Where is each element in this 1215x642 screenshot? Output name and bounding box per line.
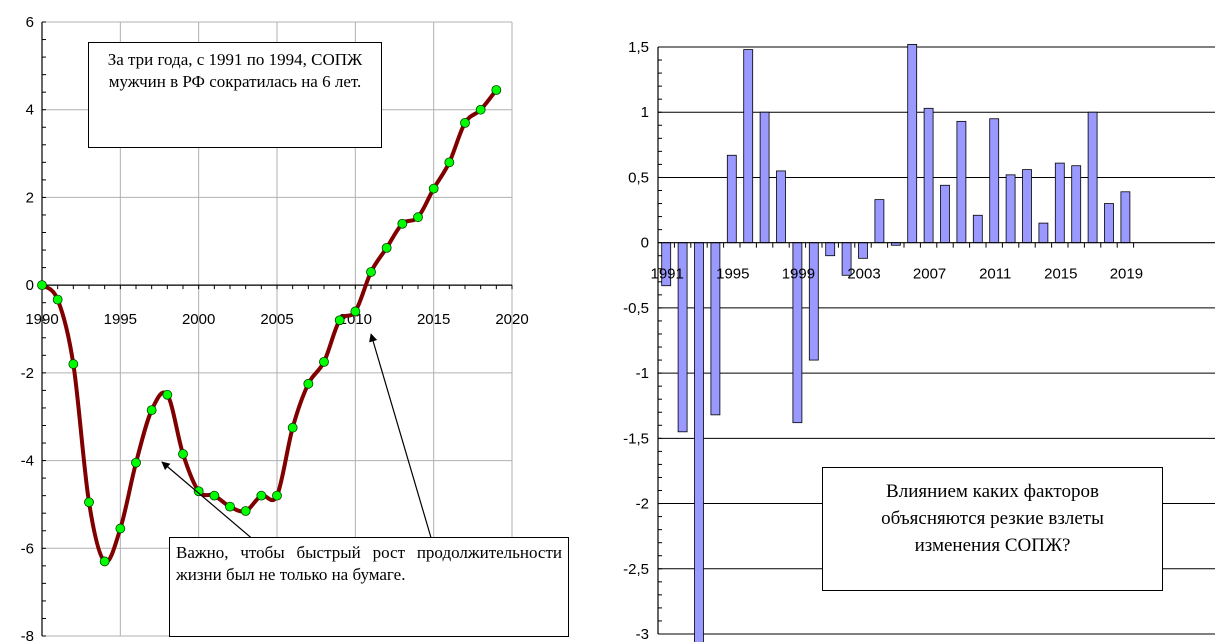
data-point xyxy=(334,315,345,326)
y-tick-label: 1,5 xyxy=(628,39,649,56)
data-point xyxy=(115,523,126,534)
bar xyxy=(726,154,737,244)
data-point xyxy=(428,183,439,194)
data-point xyxy=(209,490,220,501)
y-tick-label: 0 xyxy=(26,277,34,294)
data-point xyxy=(225,501,235,512)
data-point xyxy=(146,405,157,416)
data-point xyxy=(99,556,110,567)
data-point xyxy=(444,157,455,168)
arrow-to-1996 xyxy=(161,461,256,542)
data-point xyxy=(460,117,470,128)
y-tick-label: -2,5 xyxy=(623,561,649,578)
data-point xyxy=(287,422,298,433)
bar xyxy=(956,120,967,244)
bar xyxy=(776,170,786,244)
bar xyxy=(1087,111,1098,244)
bar xyxy=(1038,222,1049,244)
y-tick-label: 0,5 xyxy=(628,169,649,186)
x-tick-label: 1990 xyxy=(25,311,58,328)
bar xyxy=(1120,191,1131,244)
bar xyxy=(759,111,770,244)
data-point xyxy=(475,104,486,115)
x-tick-label: 2007 xyxy=(913,266,946,283)
y-tick-label: -6 xyxy=(21,540,34,557)
bar xyxy=(1071,165,1082,244)
bar xyxy=(907,43,918,244)
x-tick-label: 2015 xyxy=(1044,266,1077,283)
bar xyxy=(694,242,704,642)
y-tick-label: -1 xyxy=(636,365,649,382)
data-point xyxy=(37,280,47,291)
data-point xyxy=(52,294,63,305)
bar xyxy=(825,242,836,257)
data-point xyxy=(350,306,361,317)
y-tick-label: -0,5 xyxy=(623,300,649,317)
bar xyxy=(940,184,950,244)
bar xyxy=(989,118,1000,244)
x-tick-label: 2019 xyxy=(1110,266,1143,283)
data-point xyxy=(240,506,251,516)
bar xyxy=(1005,174,1016,244)
bar xyxy=(743,49,754,244)
data-point xyxy=(162,389,173,400)
y-tick-label: -2 xyxy=(636,496,649,513)
bar xyxy=(972,214,983,244)
bar xyxy=(1022,169,1032,244)
bar xyxy=(1054,162,1065,244)
x-tick-label: 1999 xyxy=(782,266,815,283)
x-tick-label: 2011 xyxy=(979,266,1011,283)
data-point xyxy=(319,356,329,367)
x-tick-label: 2000 xyxy=(182,311,215,328)
bar xyxy=(858,242,868,259)
annotation-right-box: Влиянием каких факторов объясняются резк… xyxy=(822,467,1163,591)
x-tick-label: 2003 xyxy=(847,266,880,283)
y-tick-label: 4 xyxy=(26,102,34,119)
bar xyxy=(874,199,885,244)
x-tick-label: 1991 xyxy=(651,266,684,283)
data-point xyxy=(131,457,141,468)
data-point xyxy=(397,218,408,229)
data-point xyxy=(413,212,423,223)
x-tick-label: 2015 xyxy=(417,311,450,328)
arrow-to-2011 xyxy=(369,333,433,542)
y-tick-label: 2 xyxy=(26,189,34,206)
x-tick-label: 2020 xyxy=(495,311,528,328)
data-point xyxy=(193,486,204,497)
annotation-top-box: За три года, с 1991 по 1994, СОПЖ мужчин… xyxy=(88,42,382,148)
y-tick-label: -3 xyxy=(636,626,649,642)
data-point xyxy=(84,497,94,508)
y-tick-label: 6 xyxy=(26,14,34,31)
y-tick-label: -4 xyxy=(21,453,34,470)
bar xyxy=(808,242,819,361)
data-point xyxy=(178,449,188,459)
data-point xyxy=(68,359,79,369)
y-tick-label: -8 xyxy=(21,628,34,642)
x-tick-label: 1995 xyxy=(716,266,749,283)
data-point xyxy=(491,85,502,95)
x-tick-label: 1995 xyxy=(104,311,137,328)
y-tick-label: 1 xyxy=(641,104,649,121)
data-point xyxy=(303,378,314,389)
data-point xyxy=(256,490,267,501)
data-point xyxy=(272,490,282,501)
bar xyxy=(1104,203,1114,244)
annotation-bottom-box: Важно, чтобы быстрый рост продолжительно… xyxy=(169,537,569,637)
data-point xyxy=(366,267,376,277)
bar xyxy=(923,107,934,244)
data-point xyxy=(381,242,392,253)
y-tick-label: -2 xyxy=(21,365,34,382)
y-tick-label: 0 xyxy=(641,235,649,252)
y-tick-label: -1,5 xyxy=(623,430,649,447)
x-tick-label: 2005 xyxy=(260,311,293,328)
